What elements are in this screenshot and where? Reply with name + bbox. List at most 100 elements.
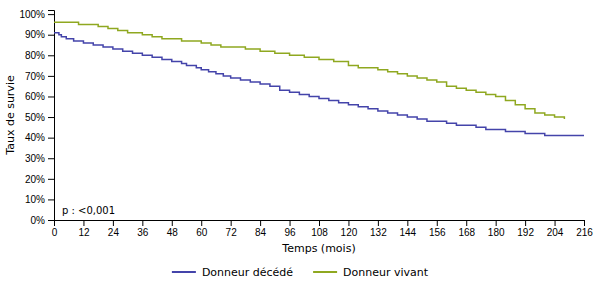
- x-tick: 72: [226, 220, 238, 238]
- y-tick-mark: [48, 35, 54, 36]
- y-tick: 60%: [25, 91, 54, 102]
- x-tick: 36: [137, 220, 149, 238]
- x-tick: 144: [399, 220, 416, 238]
- y-tick-label: 70%: [25, 71, 45, 82]
- x-tick: 24: [108, 220, 120, 238]
- y-tick-label: 10%: [25, 194, 45, 205]
- x-tick-mark: [348, 220, 349, 226]
- x-tick: 60: [196, 220, 208, 238]
- y-tick: 90%: [25, 29, 54, 40]
- x-tick: 12: [78, 220, 90, 238]
- x-tick-label: 108: [311, 227, 328, 238]
- y-tick-label: 60%: [25, 91, 45, 102]
- x-tick-mark: [201, 220, 202, 226]
- x-tick: 0: [52, 220, 58, 238]
- y-tick: 50%: [25, 112, 54, 123]
- y-tick-label: 20%: [25, 174, 45, 185]
- x-tick: 216: [576, 220, 593, 238]
- x-tick-label: 120: [341, 227, 358, 238]
- x-tick-mark: [319, 220, 320, 226]
- x-tick-label: 180: [488, 227, 505, 238]
- x-tick-label: 0: [52, 227, 58, 238]
- x-tick: 192: [517, 220, 534, 238]
- y-tick-mark: [48, 14, 54, 15]
- x-tick: 120: [341, 220, 358, 238]
- y-tick-mark: [48, 158, 54, 159]
- x-tick-label: 204: [547, 227, 564, 238]
- y-tick: 70%: [25, 71, 54, 82]
- series-group: [54, 22, 584, 135]
- x-tick-mark: [407, 220, 408, 226]
- legend-label: Donneur décédé: [202, 266, 293, 279]
- y-tick-mark: [48, 117, 54, 118]
- x-axis-line: [55, 221, 585, 227]
- survival-line: [54, 33, 584, 136]
- legend-item: Donneur vivant: [313, 266, 429, 279]
- y-tick-mark: [48, 96, 54, 97]
- y-axis-title: Taux de survie: [4, 75, 17, 156]
- x-tick-mark: [172, 220, 173, 226]
- x-tick-label: 36: [137, 227, 149, 238]
- x-tick: 48: [167, 220, 179, 238]
- survival-line: [54, 22, 564, 119]
- y-tick-label: 100%: [19, 9, 45, 20]
- x-axis-title: Temps (mois): [281, 242, 355, 255]
- x-tick-label: 156: [429, 227, 446, 238]
- x-tick-mark: [466, 220, 467, 226]
- legend-swatch: [313, 271, 337, 273]
- y-tick-mark: [48, 76, 54, 77]
- x-tick-mark: [83, 220, 84, 226]
- x-tick: 156: [429, 220, 446, 238]
- x-tick-label: 48: [167, 227, 179, 238]
- x-tick-label: 132: [370, 227, 387, 238]
- y-tick: 40%: [25, 132, 54, 143]
- chart: 0 12 24 36 48 60 72 84 96 108 120 132 144 156 168 180 19…: [0, 0, 600, 284]
- x-tick-mark: [142, 220, 143, 226]
- plot: 0 12 24 36 48 60 72 84 96 108 120 132 144 156 168 180 19…: [19, 9, 593, 238]
- y-axis-line: [48, 11, 55, 221]
- x-tick-label: 24: [108, 227, 120, 238]
- y-tick-label: 80%: [25, 50, 45, 61]
- y-tick-mark: [48, 55, 54, 56]
- x-tick-mark: [231, 220, 232, 226]
- y-tick: 20%: [25, 174, 54, 185]
- x-tick: 204: [547, 220, 564, 238]
- y-tick: 80%: [25, 50, 54, 61]
- legend-item: Donneur décédé: [172, 266, 293, 279]
- y-tick-mark: [48, 199, 54, 200]
- x-tick-mark: [555, 220, 556, 226]
- y-tick: 30%: [25, 153, 54, 164]
- legend-label: Donneur vivant: [343, 266, 429, 279]
- x-tick-label: 60: [196, 227, 208, 238]
- y-tick: 0%: [31, 215, 54, 226]
- x-tick-mark: [584, 220, 585, 226]
- x-tick-mark: [525, 220, 526, 226]
- x-tick: 84: [255, 220, 267, 238]
- y-tick-mark: [48, 179, 54, 180]
- annotation: p : <0,001: [62, 205, 115, 216]
- x-tick-mark: [260, 220, 261, 226]
- legend-swatch: [172, 271, 196, 273]
- x-tick: 96: [284, 220, 296, 238]
- y-tick-label: 50%: [25, 112, 45, 123]
- y-tick-label: 0%: [31, 215, 46, 226]
- x-axis: 0 12 24 36 48 60 72 84 96 108 120 132 144 156 168 180 19…: [52, 220, 594, 238]
- x-tick: 108: [311, 220, 328, 238]
- x-tick-label: 168: [458, 227, 475, 238]
- x-tick-mark: [113, 220, 114, 226]
- y-tick-label: 40%: [25, 132, 45, 143]
- x-tick-mark: [437, 220, 438, 226]
- x-tick-mark: [290, 220, 291, 226]
- x-tick: 180: [488, 220, 505, 238]
- x-tick: 132: [370, 220, 387, 238]
- x-tick-label: 192: [517, 227, 534, 238]
- y-tick: 10%: [25, 194, 54, 205]
- x-tick-label: 216: [576, 227, 593, 238]
- y-tick-mark: [48, 220, 54, 221]
- x-tick-label: 84: [255, 227, 267, 238]
- y-tick-label: 90%: [25, 29, 45, 40]
- legend: Donneur décédé Donneur vivant: [172, 266, 429, 279]
- x-tick-mark: [378, 220, 379, 226]
- y-axis: 0% 10% 20% 30% 40% 50% 60% 70% 80% 90% 100%: [19, 9, 54, 226]
- x-tick: 168: [458, 220, 475, 238]
